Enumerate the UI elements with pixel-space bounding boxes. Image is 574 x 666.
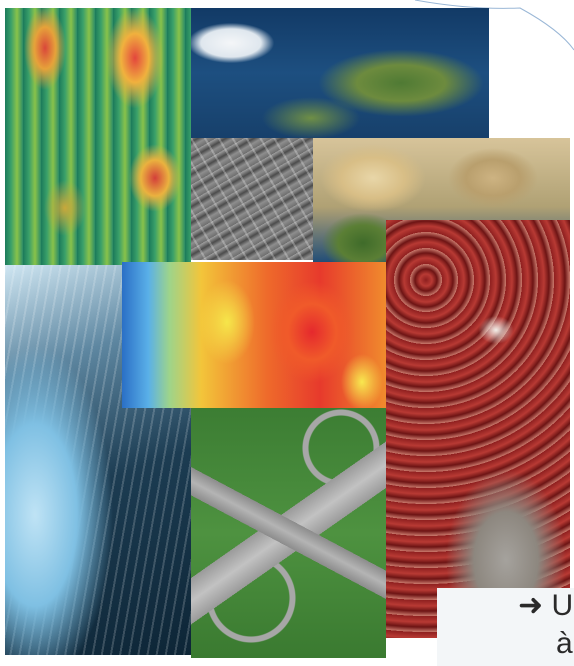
terrain-relief-tile [5,8,191,265]
panel-text-line-1: ➜ U [518,588,573,624]
arrow-right-icon: ➜ [518,589,544,622]
earth-satellite-tile [191,8,489,138]
heatmap-terrain-tile [122,262,386,408]
panel-text-line-2: à [556,627,573,660]
highway-interchange-tile [191,408,386,658]
panel-text-u: U [551,589,574,622]
false-color-satellite-tile [386,220,570,638]
aerial-city-tile [191,138,313,260]
text-panel [437,588,574,666]
